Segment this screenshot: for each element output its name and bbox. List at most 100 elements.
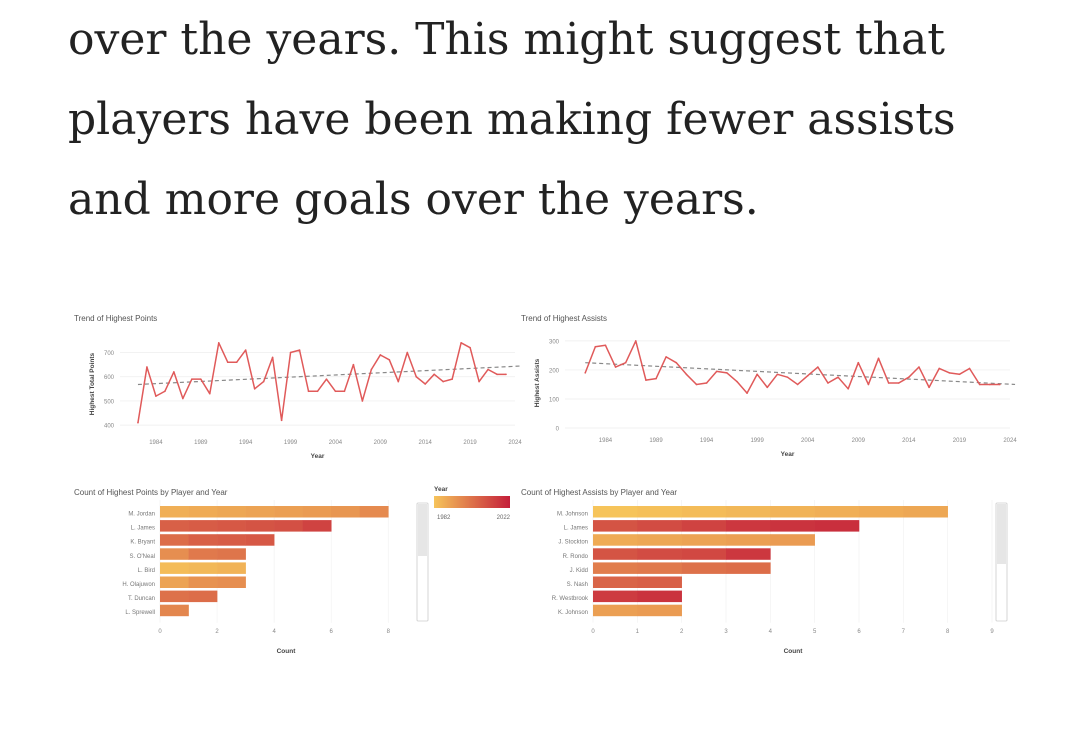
points-trend-chart[interactable]: Trend of Highest Points 400 500 600 700 1984 1… (74, 314, 522, 460)
bar-segment-3-1-2[interactable] (681, 520, 727, 532)
data-point-0-28[interactable] (388, 358, 391, 361)
data-point-0-23[interactable] (343, 390, 346, 393)
data-point-1-25[interactable] (837, 376, 839, 378)
data-point-0-29[interactable] (397, 380, 400, 383)
bar-segment-2-1-3[interactable] (245, 520, 275, 532)
data-point-0-9[interactable] (217, 342, 220, 344)
data-point-1-1[interactable] (594, 345, 597, 348)
data-point-1-9[interactable] (675, 361, 678, 364)
data-point-0-37[interactable] (469, 346, 471, 349)
data-point-0-27[interactable] (379, 354, 382, 356)
data-point-0-33[interactable] (433, 373, 436, 376)
data-point-0-1[interactable] (146, 366, 148, 368)
data-point-1-6[interactable] (645, 379, 647, 381)
data-point-1-41[interactable] (999, 383, 1001, 386)
data-point-0-31[interactable] (415, 375, 418, 378)
data-point-0-15[interactable] (271, 356, 274, 359)
bar-segment-3-7-1[interactable] (637, 604, 682, 617)
data-point-1-4[interactable] (624, 361, 627, 364)
data-point-0-4[interactable] (173, 371, 175, 373)
data-point-0-36[interactable] (460, 342, 462, 344)
data-point-1-11[interactable] (695, 383, 698, 386)
data-point-0-5[interactable] (182, 397, 184, 400)
data-point-1-34[interactable] (928, 386, 930, 389)
bar-segment-2-1-4[interactable] (274, 520, 303, 532)
bar-segment-2-1-1[interactable] (188, 520, 218, 532)
bar-segment-3-7-0[interactable] (593, 604, 638, 617)
bar-segment-2-0-0[interactable] (160, 506, 189, 518)
bar-segment-2-2-1[interactable] (188, 534, 218, 546)
points-scroll-thumb[interactable] (418, 504, 427, 556)
data-point-0-10[interactable] (226, 361, 229, 364)
data-point-0-20[interactable] (316, 390, 319, 393)
bar-segment-2-4-0[interactable] (160, 562, 189, 574)
data-point-1-0[interactable] (584, 372, 587, 374)
bar-segment-2-0-5[interactable] (302, 506, 332, 518)
bar-segment-3-2-0[interactable] (593, 534, 638, 546)
data-point-0-14[interactable] (262, 380, 265, 383)
data-point-1-39[interactable] (978, 383, 981, 386)
scrollbars[interactable] (416, 502, 1008, 622)
data-point-1-5[interactable] (634, 340, 637, 342)
bar-segment-3-6-0[interactable] (593, 590, 638, 603)
data-point-1-37[interactable] (958, 373, 961, 376)
bar-segment-3-0-5[interactable] (814, 506, 860, 518)
bar-segment-2-0-6[interactable] (331, 506, 361, 518)
bar-segment-2-4-2[interactable] (217, 562, 246, 574)
bar-segment-3-4-3[interactable] (726, 562, 771, 574)
data-point-1-23[interactable] (817, 366, 819, 368)
bar-segment-3-5-1[interactable] (637, 576, 682, 589)
bar-segment-3-3-0[interactable] (593, 548, 638, 560)
data-point-0-26[interactable] (370, 368, 373, 371)
data-point-1-21[interactable] (796, 383, 799, 386)
data-point-1-27[interactable] (857, 361, 860, 364)
data-point-1-12[interactable] (705, 382, 708, 384)
data-point-1-31[interactable] (897, 382, 900, 384)
bar-segment-2-0-4[interactable] (274, 506, 303, 518)
bar-segment-2-0-1[interactable] (188, 506, 218, 518)
data-point-0-25[interactable] (361, 400, 364, 402)
bar-segment-2-1-0[interactable] (160, 520, 189, 532)
data-point-0-21[interactable] (325, 378, 328, 380)
data-point-1-16[interactable] (746, 392, 748, 394)
data-point-1-29[interactable] (877, 357, 880, 360)
data-point-0-34[interactable] (442, 380, 444, 383)
bar-segment-2-3-2[interactable] (217, 548, 246, 560)
series-line[interactable] (137, 342, 507, 423)
data-point-1-32[interactable] (908, 376, 910, 378)
bar-segment-2-5-1[interactable] (188, 576, 218, 589)
data-point-1-33[interactable] (918, 366, 920, 368)
data-point-1-8[interactable] (665, 356, 667, 358)
bar-segment-2-2-2[interactable] (217, 534, 246, 546)
bar-segment-3-0-7[interactable] (903, 506, 948, 518)
bar-segment-2-1-2[interactable] (217, 520, 246, 532)
bar-segment-3-0-0[interactable] (593, 506, 638, 518)
data-point-0-40[interactable] (496, 373, 498, 376)
data-point-0-3[interactable] (164, 390, 166, 393)
data-point-1-35[interactable] (938, 367, 941, 370)
bar-segment-2-5-0[interactable] (160, 576, 189, 589)
bar-segment-3-3-2[interactable] (681, 548, 727, 560)
data-point-1-36[interactable] (948, 372, 951, 374)
data-point-1-10[interactable] (685, 373, 688, 376)
data-point-0-12[interactable] (244, 349, 247, 351)
data-point-0-38[interactable] (478, 380, 480, 383)
data-point-1-30[interactable] (887, 382, 890, 384)
bar-segment-2-6-1[interactable] (188, 590, 218, 603)
data-point-1-15[interactable] (736, 380, 738, 383)
bar-segment-2-3-1[interactable] (188, 548, 218, 560)
data-point-1-20[interactable] (786, 376, 789, 378)
bar-segment-3-1-3[interactable] (726, 520, 771, 532)
data-point-1-3[interactable] (614, 366, 617, 368)
bar-segment-3-2-2[interactable] (681, 534, 727, 546)
bar-segment-3-2-1[interactable] (637, 534, 682, 546)
bar-segment-3-4-0[interactable] (593, 562, 638, 574)
assists-count-chart[interactable]: Count of Highest Assists by Player and Y… (521, 488, 994, 655)
data-point-0-35[interactable] (451, 378, 453, 380)
bar-segment-3-0-3[interactable] (726, 506, 771, 518)
data-point-0-11[interactable] (235, 361, 238, 364)
data-point-0-19[interactable] (307, 390, 310, 393)
bar-segment-3-2-3[interactable] (726, 534, 771, 546)
bar-segment-3-0-2[interactable] (681, 506, 727, 518)
bar-segment-3-3-3[interactable] (726, 548, 771, 560)
